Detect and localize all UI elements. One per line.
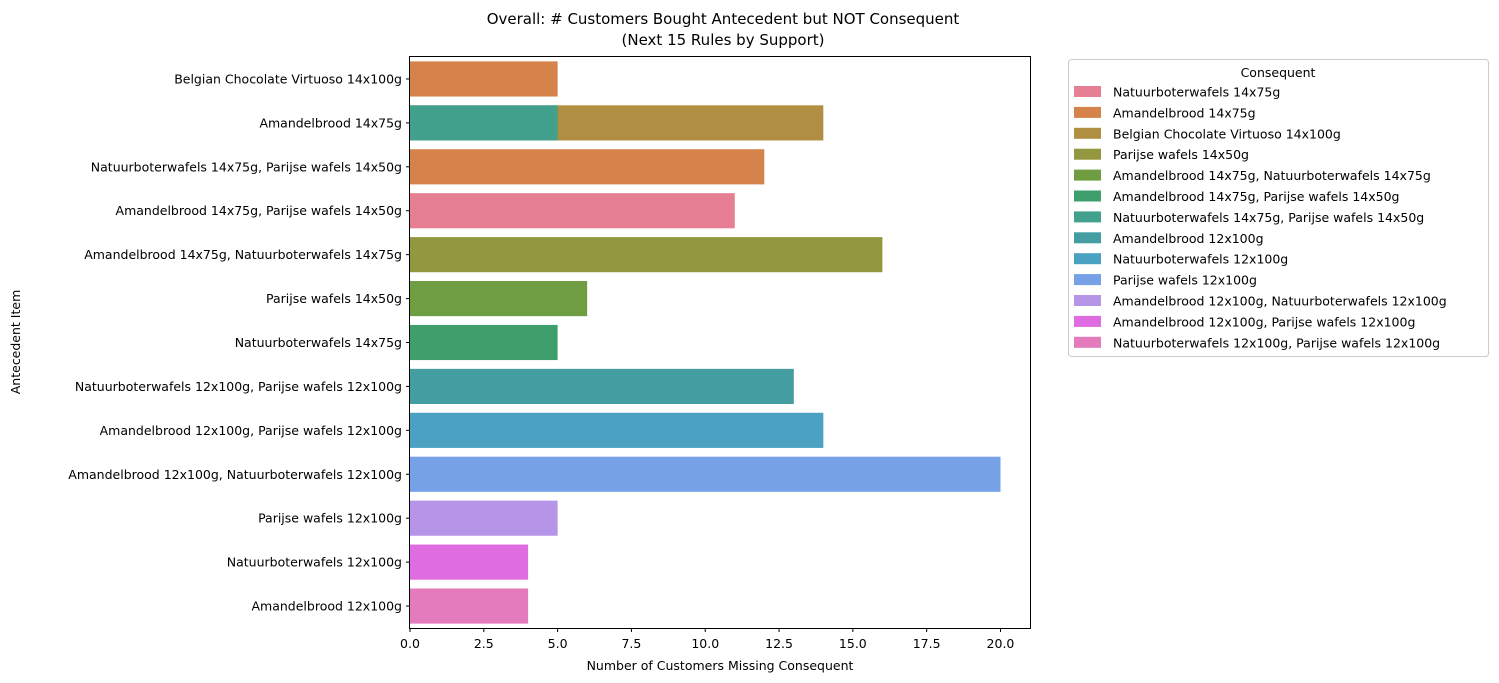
legend-entry-label: Belgian Chocolate Virtuoso 14x100g: [1113, 126, 1341, 141]
x-tick-label: 0.0: [400, 636, 420, 651]
legend-entry-label: Natuurboterwafels 14x75g, Parijse wafels…: [1113, 210, 1424, 225]
legend-entry-label: Parijse wafels 14x50g: [1113, 147, 1249, 162]
y-tick-label: Amandelbrood 12x100g, Natuurboterwafels …: [68, 467, 402, 482]
legend-swatch: [1074, 295, 1101, 306]
legend-entry-label: Amandelbrood 14x75g, Parijse wafels 14x5…: [1113, 189, 1399, 204]
legend-swatch: [1074, 274, 1101, 286]
legend-swatch: [1074, 211, 1101, 223]
bar: [410, 105, 558, 141]
y-tick-label: Amandelbrood 12x100g: [251, 599, 402, 614]
y-tick-label: Natuurboterwafels 14x75g, Parijse wafels…: [91, 159, 402, 174]
y-axis-label: Antecedent Item: [8, 290, 23, 395]
legend-entry-label: Natuurboterwafels 12x100g: [1113, 252, 1288, 267]
bar: [410, 500, 558, 536]
legend-swatch: [1074, 106, 1101, 118]
y-tick-label: Amandelbrood 14x75g, Parijse wafels 14x5…: [116, 203, 402, 218]
x-tick-label: 12.5: [765, 636, 793, 651]
bar: [410, 149, 765, 185]
y-tick-label: Amandelbrood 14x75g: [259, 115, 402, 130]
bars-layer: [410, 61, 1001, 624]
bar: [410, 412, 824, 448]
legend-swatch: [1074, 190, 1101, 202]
legend-swatch: [1074, 148, 1101, 160]
bar: [410, 456, 1001, 492]
y-tick-label: Amandelbrood 12x100g, Parijse wafels 12x…: [100, 423, 402, 438]
y-tick-label: Natuurboterwafels 12x100g, Parijse wafel…: [75, 379, 402, 394]
legend-title: Consequent: [1241, 65, 1316, 80]
legend-swatch: [1074, 169, 1101, 181]
bar: [410, 193, 735, 229]
bar: [410, 237, 883, 273]
y-tick-label: Belgian Chocolate Virtuoso 14x100g: [174, 71, 402, 86]
x-axis-label: Number of Customers Missing Consequent: [587, 658, 854, 673]
bar: [410, 281, 588, 317]
bar: [410, 61, 558, 97]
x-tick-label: 2.5: [474, 636, 494, 651]
y-axis-ticks: Belgian Chocolate Virtuoso 14x100g Amande…: [68, 71, 410, 614]
legend-entry-label: Amandelbrood 12x100g: [1113, 231, 1264, 246]
legend-box: [1068, 59, 1489, 357]
legend-entry-label: Amandelbrood 12x100g, Parijse wafels 12x…: [1113, 314, 1415, 329]
legend: Consequent Natuurboterwafels 14x75g Amand…: [1068, 59, 1489, 357]
chart-subtitle: (Next 15 Rules by Support): [622, 31, 825, 49]
x-tick-label: 7.5: [621, 636, 641, 651]
y-tick-label: Parijse wafels 14x50g: [266, 291, 402, 306]
bar: [410, 324, 558, 361]
plot-frame: [409, 56, 1031, 629]
legend-entry-label: Amandelbrood 12x100g, Natuurboterwafels …: [1113, 294, 1447, 309]
x-tick-label: 20.0: [987, 636, 1015, 651]
legend-entry-label: Amandelbrood 14x75g, Natuurboterwafels 1…: [1113, 168, 1431, 183]
y-tick-label: Natuurboterwafels 12x100g: [227, 555, 402, 570]
legend-entry-label: Natuurboterwafels 12x100g, Parijse wafel…: [1113, 335, 1440, 350]
legend-entries: Natuurboterwafels 14x75g Amandelbrood 14x…: [1074, 85, 1447, 350]
x-tick-label: 5.0: [548, 636, 568, 651]
legend-entry-label: Natuurboterwafels 14x75g: [1113, 85, 1280, 100]
legend-swatch: [1074, 127, 1101, 139]
legend-swatch: [1074, 86, 1101, 97]
legend-swatch: [1074, 336, 1101, 348]
bar: [410, 544, 529, 580]
chart-title: Overall: # Customers Bought Antecedent b…: [487, 10, 960, 28]
x-axis-ticks: 0.0 2.5 5.0 7.5 10.0 12.5 15.0 17.5 20.0: [400, 628, 1014, 651]
x-tick-label: 17.5: [913, 636, 941, 651]
legend-swatch: [1074, 232, 1101, 244]
bar: [410, 588, 529, 624]
legend-swatch: [1074, 253, 1101, 265]
legend-entry-label: Parijse wafels 12x100g: [1113, 273, 1257, 288]
x-tick-label: 10.0: [691, 636, 719, 651]
y-tick-label: Parijse wafels 12x100g: [258, 511, 402, 526]
legend-swatch: [1074, 315, 1101, 327]
y-tick-label: Natuurboterwafels 14x75g: [235, 335, 402, 350]
y-tick-label: Amandelbrood 14x75g, Natuurboterwafels 1…: [84, 247, 402, 262]
legend-entry-label: Amandelbrood 14x75g: [1113, 105, 1256, 120]
bar: [410, 368, 794, 404]
x-tick-label: 15.0: [839, 636, 867, 651]
